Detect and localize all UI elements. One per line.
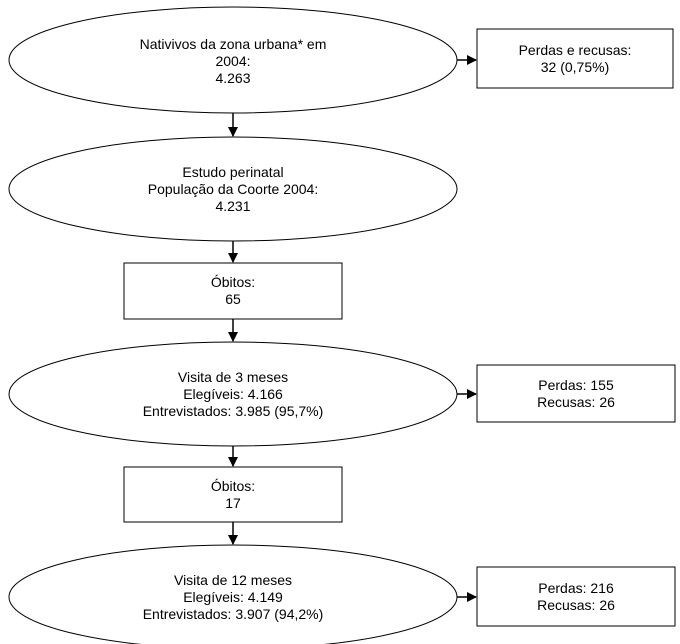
perinatal-line1: Estudo perinatal <box>182 163 284 180</box>
perinatal-line2: População da Coorte 2004: <box>147 180 319 197</box>
perdas-recusas-1-line1: Perdas e recusas: <box>518 41 632 58</box>
visita-3-entrevistados: Entrevistados: 3.985 (95,7%) <box>142 402 324 419</box>
perdas-12-line2: Recusas: 26 <box>537 596 615 613</box>
visita-12-line1: Visita de 12 meses <box>173 571 293 588</box>
visita-12-entrevistados: Entrevistados: 3.907 (94,2%) <box>142 605 324 622</box>
box-perdas-12 <box>476 566 676 627</box>
visita-12-label: Visita de 12 meses Elegíveis: 4.149 Entr… <box>40 564 426 630</box>
visita-3-label: Visita de 3 meses Elegíveis: 4.166 Entre… <box>40 361 426 427</box>
obitos-2-label: Óbitos: 17 <box>124 467 342 522</box>
obitos-1-line1: Óbitos: <box>210 274 256 290</box>
nativivos-line1: Nativivos da zona urbana* em <box>139 35 327 52</box>
obitos-1-label: Óbitos: 65 <box>124 263 342 319</box>
nativivos-count: 4.263 <box>215 69 251 86</box>
nativivos-line2: 2004: <box>215 52 251 69</box>
perdas-3-line1: Perdas: 155 <box>538 376 614 393</box>
visita-3-elegiveis: Elegíveis: 4.166 <box>183 385 283 402</box>
perinatal-label: Estudo perinatal População da Coorte 200… <box>40 156 426 222</box>
box-perdas-recusas-1 <box>476 28 674 89</box>
box-obitos-1 <box>123 262 343 320</box>
nativivos-label: Nativivos da zona urbana* em 2004: 4.263 <box>40 28 426 94</box>
perdas-recusas-1-line2: 32 (0,75%) <box>540 58 610 75</box>
perdas-3-line2: Recusas: 26 <box>537 393 615 410</box>
obitos-2-line1: Óbitos: <box>210 477 256 494</box>
perdas-12-line1: Perdas: 216 <box>538 579 614 596</box>
perdas-12-label: Perdas: 216 Recusas: 26 <box>477 567 675 626</box>
obitos-1-count: 65 <box>225 291 241 307</box>
obitos-2-count: 17 <box>225 494 241 511</box>
perdas-recusas-1-label: Perdas e recusas: 32 (0,75%) <box>477 29 673 88</box>
visita-12-elegiveis: Elegíveis: 4.149 <box>183 588 283 605</box>
perinatal-count: 4.231 <box>215 197 251 214</box>
perdas-3-label: Perdas: 155 Recusas: 26 <box>477 365 675 422</box>
visita-3-line1: Visita de 3 meses <box>177 368 289 385</box>
box-perdas-3 <box>476 364 676 423</box>
